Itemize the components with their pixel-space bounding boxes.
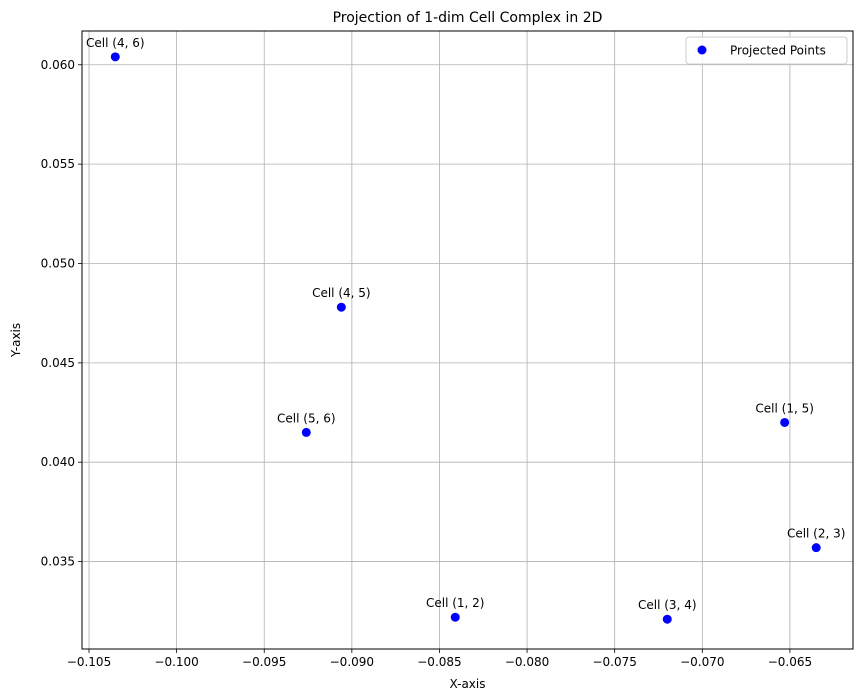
data-points — [110, 52, 821, 624]
y-axis-ticks: 0.035 0.040 0.045 0.050 0.055 0.060 — [41, 58, 82, 569]
data-point — [110, 52, 120, 62]
x-tick-label: −0.070 — [680, 655, 724, 669]
x-tick-label: −0.100 — [154, 655, 198, 669]
point-label: Cell (1, 5) — [755, 401, 814, 415]
data-point — [780, 417, 790, 427]
legend-label: Projected Points — [730, 44, 826, 58]
point-labels: Cell (4, 6) Cell (4, 5) Cell (5, 6) Cell (1… — [86, 36, 845, 612]
y-tick-label: 0.050 — [41, 256, 75, 270]
y-tick-label: 0.055 — [41, 157, 75, 171]
y-tick-label: 0.035 — [41, 555, 75, 569]
legend-box — [685, 36, 848, 65]
point-label: Cell (3, 4) — [638, 598, 697, 612]
plot-area-frame — [81, 30, 854, 650]
x-axis-label: X-axis — [450, 677, 486, 691]
y-tick-label: 0.040 — [41, 455, 75, 469]
y-axis-label: Y-axis — [9, 323, 23, 358]
x-tick-label: −0.085 — [417, 655, 461, 669]
y-tick-label: 0.060 — [41, 58, 75, 72]
x-tick-label: −0.065 — [768, 655, 812, 669]
legend-marker — [697, 45, 707, 55]
legend: Projected Points — [685, 36, 848, 65]
x-tick-label: −0.075 — [592, 655, 636, 669]
data-point — [301, 427, 311, 437]
point-label: Cell (4, 6) — [86, 36, 145, 50]
chart-title: Projection of 1-dim Cell Complex in 2D — [333, 10, 603, 26]
y-tick-label: 0.045 — [41, 356, 75, 370]
grid-lines — [82, 31, 853, 649]
x-tick-label: −0.105 — [67, 655, 111, 669]
x-tick-label: −0.095 — [242, 655, 286, 669]
point-label: Cell (4, 5) — [312, 286, 371, 300]
data-point — [450, 612, 460, 622]
x-tick-label: −0.080 — [505, 655, 549, 669]
x-axis-ticks: −0.105 −0.100 −0.095 −0.090 −0.085 −0.080 −0.0… — [67, 649, 812, 669]
data-point — [811, 543, 821, 553]
data-point — [662, 614, 672, 624]
x-tick-label: −0.090 — [330, 655, 374, 669]
data-point — [336, 302, 346, 312]
point-label: Cell (1, 2) — [426, 596, 485, 610]
point-label: Cell (5, 6) — [277, 411, 336, 425]
point-label: Cell (2, 3) — [787, 527, 846, 541]
